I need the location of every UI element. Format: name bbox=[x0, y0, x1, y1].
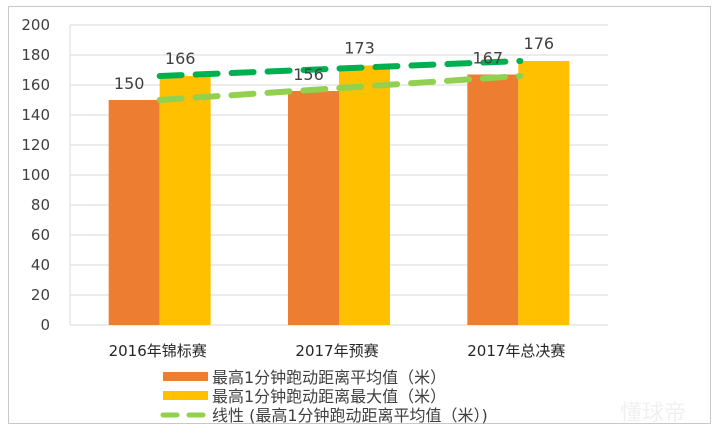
x-tick-label: 2017年预赛 bbox=[295, 342, 378, 360]
y-tick-label: 180 bbox=[21, 46, 50, 64]
data-label: 166 bbox=[165, 49, 196, 68]
y-tick-label: 60 bbox=[31, 226, 50, 244]
y-tick-label: 40 bbox=[31, 256, 50, 274]
y-tick-label: 20 bbox=[31, 286, 50, 304]
y-tick-label: 80 bbox=[31, 196, 50, 214]
watermark: 懂球帝 bbox=[620, 401, 686, 426]
data-label: 150 bbox=[114, 74, 145, 93]
bar-average bbox=[467, 74, 519, 325]
chart-frame bbox=[8, 6, 711, 424]
bar-max bbox=[518, 61, 570, 325]
trendline-0 bbox=[156, 73, 524, 103]
legend-swatch-max bbox=[163, 391, 208, 400]
y-tick-label: 0 bbox=[40, 316, 50, 334]
trendline-1 bbox=[156, 58, 524, 79]
data-label: 176 bbox=[524, 34, 555, 53]
data-label: 156 bbox=[293, 65, 324, 84]
legend-label-average: 最高1分钟跑动距离平均值（米） bbox=[212, 368, 446, 387]
data-label: 167 bbox=[473, 49, 504, 68]
y-tick-label: 120 bbox=[21, 136, 50, 154]
legend-swatch-average bbox=[163, 372, 208, 381]
legend-label-max: 最高1分钟跑动距离最大值（米） bbox=[212, 387, 446, 406]
y-tick-label: 140 bbox=[21, 106, 50, 124]
y-tick-label: 160 bbox=[21, 76, 50, 94]
bar-max bbox=[339, 65, 390, 325]
y-tick-label: 200 bbox=[21, 16, 50, 34]
legend-label-trendline: 线性 (最高1分钟跑动距离平均值（米）) bbox=[212, 406, 488, 425]
bar-average bbox=[108, 100, 160, 325]
x-tick-label: 2017年总决赛 bbox=[467, 342, 565, 360]
bar-max bbox=[159, 76, 211, 325]
y-tick-label: 100 bbox=[21, 166, 50, 184]
x-tick-label: 2016年锦标赛 bbox=[109, 342, 207, 360]
bar-average bbox=[288, 91, 339, 325]
data-label: 173 bbox=[344, 39, 375, 58]
